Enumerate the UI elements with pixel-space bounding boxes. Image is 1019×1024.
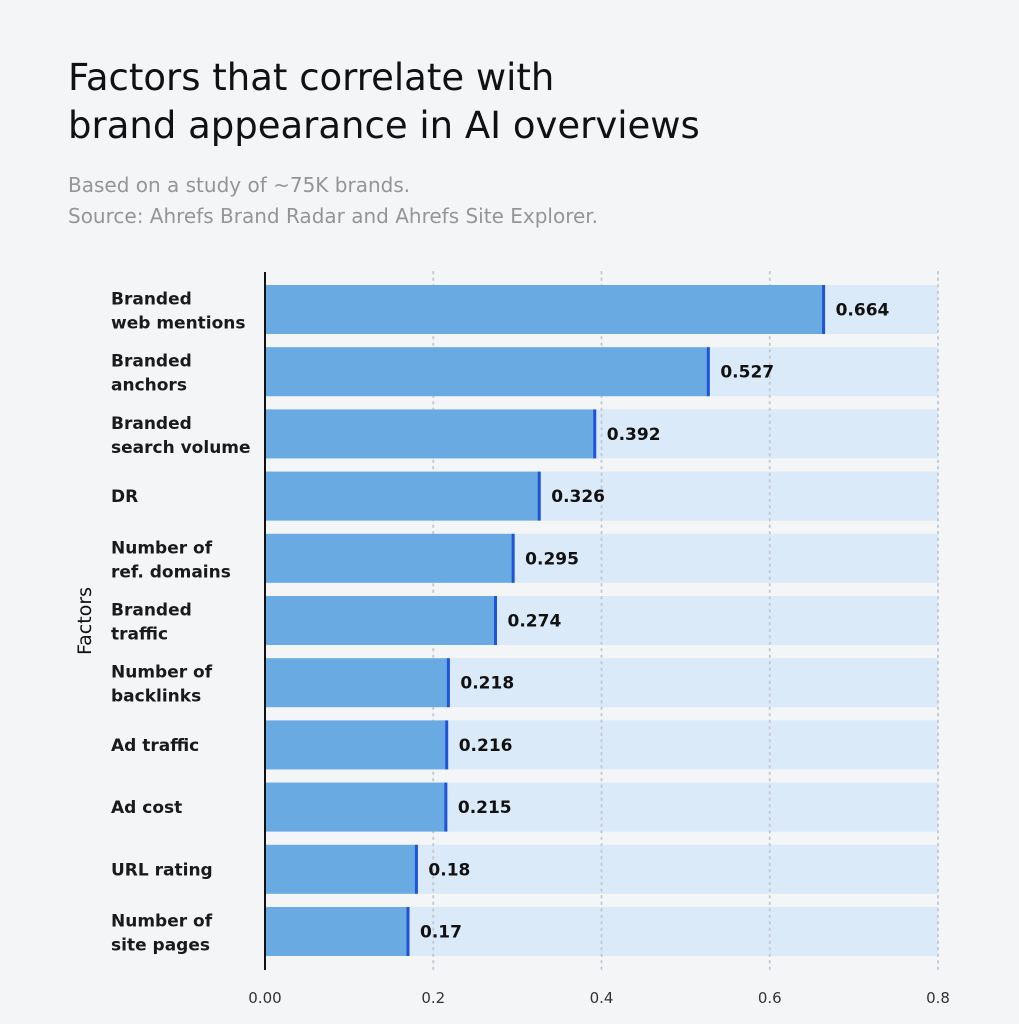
category-label: Ad cost	[111, 798, 182, 818]
category-label: Number of backlinks	[111, 663, 213, 707]
bar-edge	[593, 409, 597, 459]
bar	[265, 471, 540, 521]
bar-edge	[494, 596, 498, 645]
bar	[265, 285, 824, 334]
value-label: 0.274	[508, 612, 562, 632]
bar	[265, 720, 447, 770]
chart-subtitle-line-1: Based on a study of ~75K brands.	[68, 173, 411, 197]
y-axis-title: Factors	[74, 587, 96, 655]
bar	[265, 658, 449, 708]
bar	[265, 844, 417, 894]
value-label: 0.664	[836, 301, 890, 321]
bar-edge	[446, 658, 450, 708]
x-tick-label: 0.8	[926, 989, 950, 1007]
chart-title: Factors that correlate with brand appear…	[68, 54, 968, 150]
bar	[265, 409, 595, 459]
category-label: DR	[111, 487, 138, 507]
x-tick-label: 0.6	[758, 989, 782, 1007]
bar-edge	[706, 347, 710, 397]
category-label: URL rating	[111, 860, 213, 880]
value-label: 0.527	[720, 363, 774, 383]
value-label: 0.218	[460, 674, 514, 694]
bar	[265, 533, 514, 583]
category-label: Branded traffic	[111, 601, 192, 645]
bar	[265, 907, 409, 956]
bar-edge	[511, 533, 515, 583]
x-tick-label: 0.2	[421, 989, 445, 1007]
bar-edge	[822, 285, 826, 334]
chart-source-line: Source: Ahrefs Brand Radar and Ahrefs Si…	[68, 204, 599, 228]
category-label: Ad traffic	[111, 736, 199, 756]
value-label: 0.326	[551, 487, 605, 507]
category-label: Number of ref. domains	[111, 538, 231, 582]
chart-title-line-2: brand appearance in AI overviews	[68, 104, 700, 147]
chart-title-line-1: Factors that correlate with	[68, 56, 555, 99]
bar	[265, 596, 496, 645]
value-label: 0.215	[458, 798, 512, 818]
x-tick-label: 0.00	[248, 989, 281, 1007]
chart-subtitle: Based on a study of ~75K brands. Source:…	[68, 170, 968, 232]
bar	[265, 782, 446, 832]
value-label: 0.18	[428, 860, 470, 880]
value-label: 0.392	[607, 425, 661, 445]
value-label: 0.216	[459, 736, 513, 756]
bar-edge	[414, 844, 418, 894]
value-label: 0.295	[525, 549, 579, 569]
bar	[265, 347, 709, 397]
bar-edge	[537, 471, 541, 521]
bar-edge	[406, 907, 410, 956]
x-tick-label: 0.4	[590, 989, 614, 1007]
category-label: Branded search volume	[111, 414, 251, 458]
category-label: Branded web mentions	[111, 290, 246, 334]
value-label: 0.17	[420, 923, 462, 943]
bar-edge	[445, 720, 449, 770]
bar-edge	[444, 782, 448, 832]
category-label: Number of site pages	[111, 912, 213, 956]
category-label: Branded anchors	[111, 352, 192, 396]
